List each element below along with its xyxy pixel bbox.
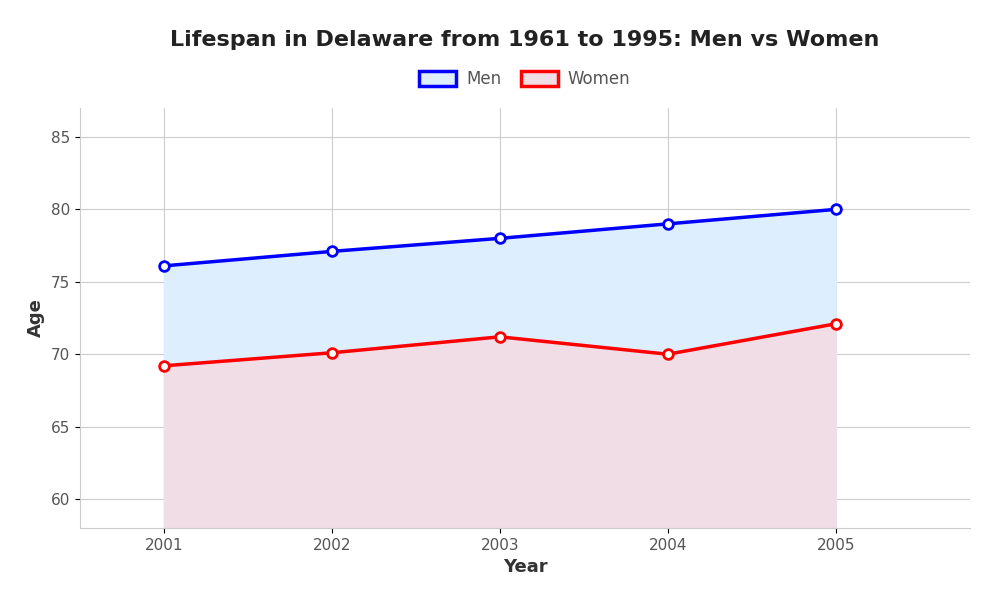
Y-axis label: Age: Age	[27, 299, 45, 337]
Title: Lifespan in Delaware from 1961 to 1995: Men vs Women: Lifespan in Delaware from 1961 to 1995: …	[170, 29, 880, 49]
Legend: Men, Women: Men, Women	[411, 62, 639, 97]
X-axis label: Year: Year	[503, 558, 547, 576]
